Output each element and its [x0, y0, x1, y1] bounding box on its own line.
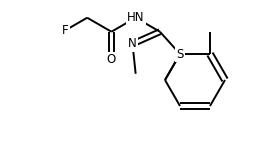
- Text: N: N: [128, 37, 137, 50]
- Text: O: O: [107, 53, 116, 66]
- Text: S: S: [176, 48, 184, 60]
- Text: F: F: [62, 24, 69, 37]
- Text: HN: HN: [127, 11, 144, 24]
